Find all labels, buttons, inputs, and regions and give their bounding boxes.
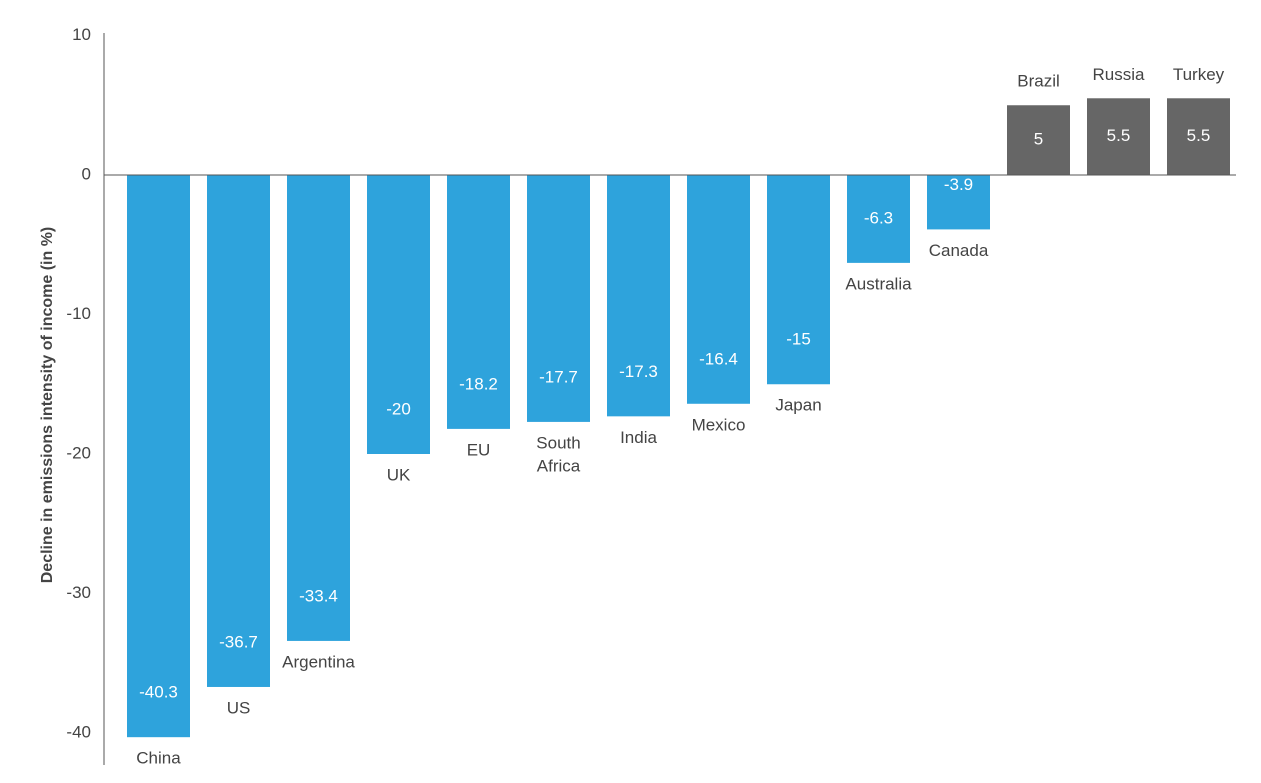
y-tick-label: -10 xyxy=(66,304,91,323)
category-label: India xyxy=(620,428,657,447)
value-label: -33.4 xyxy=(299,586,338,605)
category-label: Mexico xyxy=(692,415,746,434)
bar-china xyxy=(127,175,190,738)
category-label: Africa xyxy=(537,456,581,475)
y-tick-label: 0 xyxy=(82,164,91,183)
bar-brazil xyxy=(1007,105,1070,175)
value-label: 5 xyxy=(1034,130,1043,149)
category-label: UK xyxy=(387,465,411,484)
y-tick-label: -40 xyxy=(66,722,91,741)
value-label: -3.9 xyxy=(944,175,973,194)
category-label: Argentina xyxy=(282,652,355,671)
category-label: EU xyxy=(467,440,491,459)
value-label: -20 xyxy=(386,399,411,418)
category-label: Canada xyxy=(929,241,989,260)
bar-canada xyxy=(927,175,990,230)
y-tick-label: -30 xyxy=(66,583,91,602)
bar-south-africa xyxy=(527,175,590,422)
bar-australia xyxy=(847,175,910,263)
category-label: Turkey xyxy=(1173,65,1225,84)
category-label: Japan xyxy=(775,396,821,415)
value-label: -15 xyxy=(786,330,811,349)
value-label: -6.3 xyxy=(864,208,893,227)
value-label: -17.3 xyxy=(619,362,658,381)
value-label: -16.4 xyxy=(699,349,738,368)
value-label: -17.7 xyxy=(539,367,578,386)
bar-eu xyxy=(447,175,510,429)
bar-india xyxy=(607,175,670,417)
bar-uk xyxy=(367,175,430,454)
value-label: -40.3 xyxy=(139,683,178,702)
category-label: Russia xyxy=(1093,65,1146,84)
bar-us xyxy=(207,175,270,687)
bar-japan xyxy=(767,175,830,385)
category-label: Brazil xyxy=(1017,72,1060,91)
category-label: US xyxy=(227,698,251,717)
bar-mexico xyxy=(687,175,750,404)
y-tick-label: 10 xyxy=(72,25,91,44)
value-label: -36.7 xyxy=(219,632,258,651)
bar-argentina xyxy=(287,175,350,641)
bar-turkey xyxy=(1167,98,1230,175)
value-label: 5.5 xyxy=(1187,126,1211,145)
category-label: China xyxy=(136,749,181,768)
category-label: Australia xyxy=(845,274,912,293)
value-label: 5.5 xyxy=(1107,126,1131,145)
y-tick-label: -20 xyxy=(66,443,91,462)
y-axis-title: Decline in emissions intensity of income… xyxy=(39,227,56,584)
value-label: -18.2 xyxy=(459,374,498,393)
category-label: South xyxy=(536,433,580,452)
bar-russia xyxy=(1087,98,1150,175)
